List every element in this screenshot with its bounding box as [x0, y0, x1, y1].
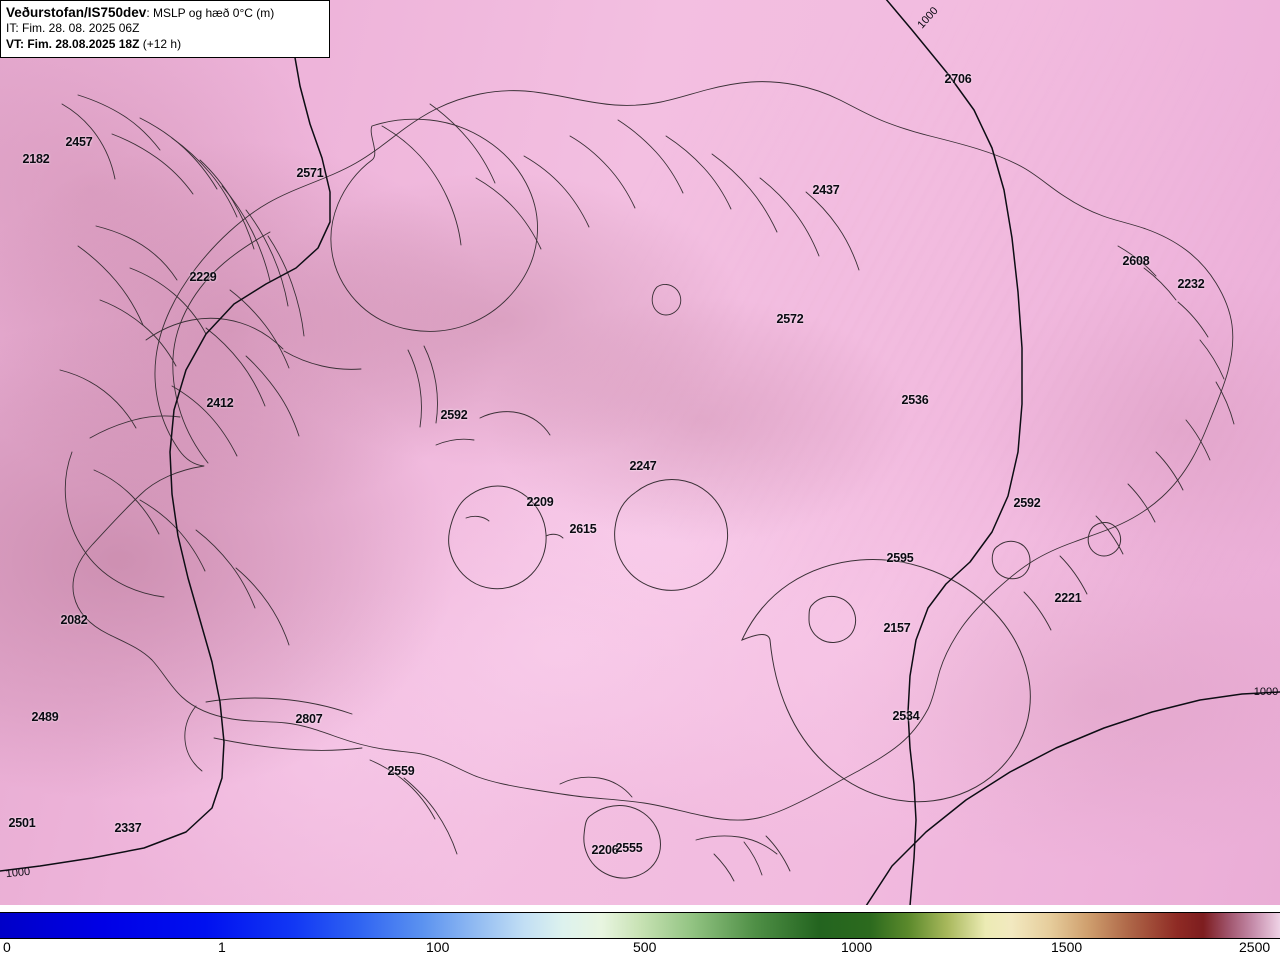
map-vector-overlay: [0, 0, 1280, 905]
colorbar-tick: 100: [426, 939, 450, 955]
colorbar-panel: 0 1 100 500 1000 1500 2500: [0, 905, 1280, 960]
model-name: Veðurstofan/IS750dev: [6, 5, 147, 20]
lead-time-label: (+12 h): [139, 36, 182, 51]
colorbar-tick: 500: [633, 939, 657, 955]
inland-water-features: [407, 284, 682, 539]
coastline-south: [369, 759, 791, 882]
map-terrain-texture: [0, 0, 1280, 905]
highland-outline: [330, 118, 538, 332]
map-title-box: Veðurstofan/IS750dev: MSLP og hæð 0°C (m…: [0, 0, 330, 58]
isobar-lines: [0, 0, 1280, 905]
valid-time-label: VT: Fim. 28.08.2025 18Z: [6, 36, 140, 51]
coastline-snaefellsnes: [184, 697, 363, 772]
coastline-eastfjords: [1023, 245, 1235, 631]
colorbar-tick-labels: 0 1 100 500 1000 1500 2500: [0, 939, 1280, 960]
colorbar-tick: 1: [218, 939, 226, 955]
colorbar-tick: 1500: [1051, 939, 1083, 955]
map-title-line: Veðurstofan/IS750dev: MSLP og hæð 0°C (m…: [6, 4, 324, 21]
glacier-outlines: [448, 478, 1122, 879]
colorbar-tick: 2500: [1239, 939, 1271, 955]
map-subject: : MSLP og hæð 0°C (m): [146, 6, 275, 20]
coastline-westfjords: [59, 94, 305, 646]
coastline-north: [381, 103, 860, 271]
isobar-pressure-label: 1000: [5, 865, 31, 881]
colorbar-gradient: [0, 912, 1280, 939]
isobar-pressure-label: 1000: [1253, 686, 1279, 698]
colorbar-tick: 0: [3, 939, 11, 955]
map-canvas[interactable]: 2182 2457 2571 2229 2412 2592 2247 2209 2615 2082…: [0, 0, 1280, 905]
colorbar-tick: 1000: [841, 939, 873, 955]
map-raster-field: [0, 0, 1280, 905]
init-time-label: IT: Fim. 28. 08. 2025 06Z: [6, 21, 140, 36]
coastline-iceland: [64, 81, 1234, 821]
valid-time-line: VT: Fim. 28.08.2025 18Z (+12 h): [6, 37, 324, 52]
